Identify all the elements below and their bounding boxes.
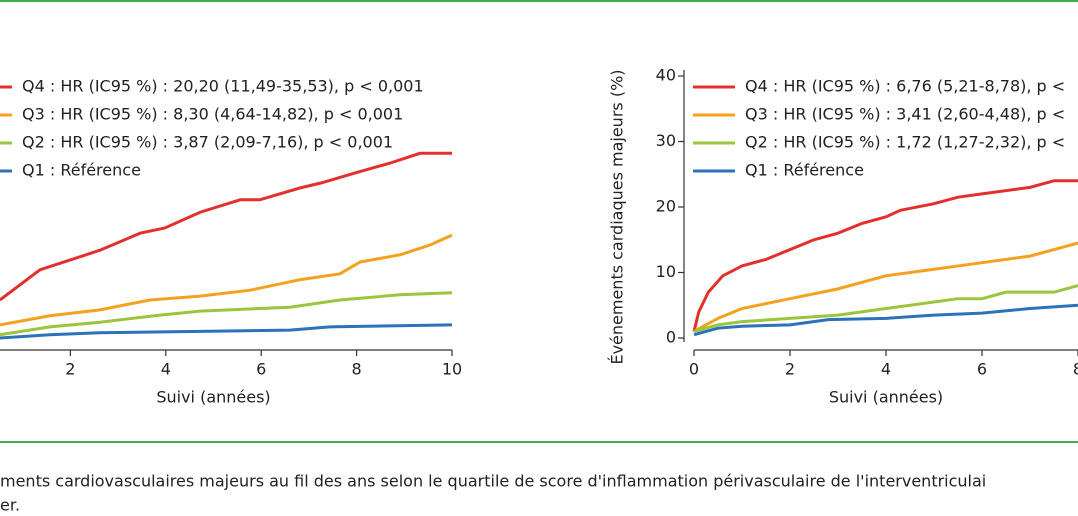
x-tick-label: 4 (881, 360, 891, 379)
legend-label: Q1 : Référence (22, 161, 141, 180)
series-line (693, 303, 1078, 337)
y-axis-label: Événements cardiaques majeurs (%) (608, 69, 627, 364)
legend-label: Q2 : HR (IC95 %) : 3,87 (2,09-7,16), p <… (22, 133, 393, 152)
x-tick-label: 6 (977, 360, 987, 379)
legend-label: Q4 : HR (IC95 %) : 20,20 (11,49-35,53), … (22, 77, 424, 96)
x-tick-label: 4 (161, 360, 171, 379)
caption-line: ments cardiovasculaires majeurs au fil d… (0, 472, 986, 491)
series-line (0, 291, 453, 337)
y-tick-label: 40 (656, 66, 676, 85)
series-line (0, 151, 452, 302)
y-tick-label: 0 (666, 328, 676, 347)
x-tick-label: 10 (442, 360, 462, 379)
legend-label: Q1 : Référence (745, 161, 864, 180)
series-line (0, 323, 453, 340)
series-line (0, 233, 453, 327)
y-tick-label: 20 (656, 197, 676, 216)
series-line (693, 241, 1078, 333)
x-tick-label: 6 (256, 360, 266, 379)
legend-label: Q2 : HR (IC95 %) : 1,72 (1,27-2,32), p < (745, 133, 1065, 152)
x-tick-label: 2 (785, 360, 795, 379)
caption-line: er. (0, 496, 20, 515)
legend-label: Q3 : HR (IC95 %) : 8,30 (4,64-14,82), p … (22, 105, 403, 124)
series-line (692, 179, 1078, 332)
x-tick-label: 8 (352, 360, 362, 379)
x-tick-label: 2 (65, 360, 75, 379)
legend-label: Q4 : HR (IC95 %) : 6,76 (5,21-8,78), p < (745, 77, 1065, 96)
x-tick-label: 0 (689, 360, 699, 379)
y-tick-label: 10 (656, 262, 676, 281)
y-tick-label: 30 (656, 131, 676, 150)
legend-label: Q3 : HR (IC95 %) : 3,41 (2,60-4,48), p < (745, 105, 1065, 124)
x-tick-label: 8 (1073, 360, 1078, 379)
x-axis-label: Suivi (années) (156, 388, 270, 407)
series-line (693, 284, 1078, 333)
x-axis-label: Suivi (années) (829, 388, 943, 407)
